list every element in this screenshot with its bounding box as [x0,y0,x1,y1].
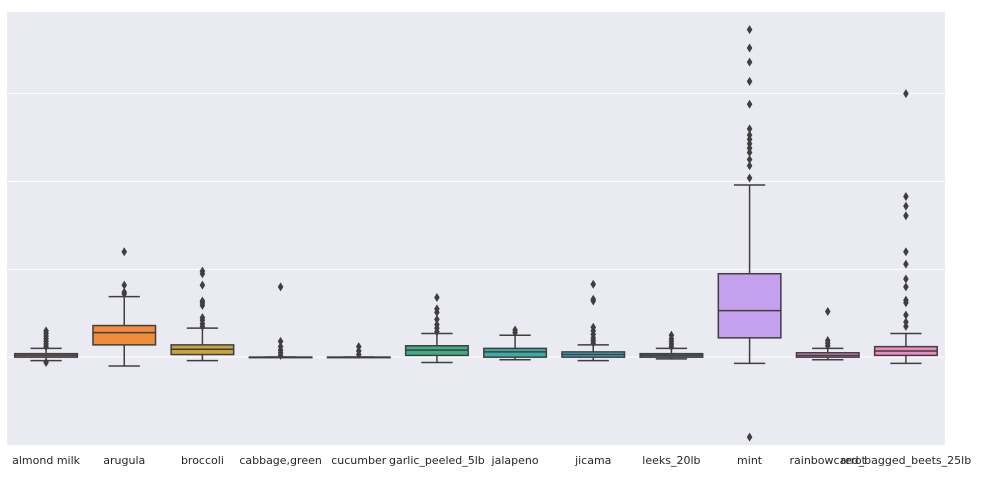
outlier-point [746,43,753,53]
outlier-point [903,247,909,257]
outlier-point [121,280,128,290]
x-tick-labels: almond milk arugula broccoli cabbage,green c… [12,454,971,467]
box-arugula [92,247,157,367]
x-tick-label: jicama [574,454,611,467]
outlier-point [746,76,753,86]
outlier-point [903,310,909,320]
outlier-point [199,280,206,290]
box-cucumber [326,342,391,360]
outlier-point [434,320,440,330]
x-tick-label: cucumber [331,454,387,467]
gridlines [7,93,945,358]
box-broccoli [170,266,235,362]
x-tick-label: cabbage,green [239,454,322,467]
outlier-point [121,247,128,257]
outlier-point [199,296,206,306]
outlier-point [434,292,440,302]
outlier-point [199,266,206,276]
outlier-point [903,89,909,99]
x-tick-label: leeks_20lb [642,454,700,467]
x-tick-label: rainbowcarrot [790,454,867,467]
box-garlic-peeled-5lb [404,292,469,364]
outlier-point [746,155,753,165]
box-cabbage-green [248,282,313,360]
outlier-point [824,335,831,345]
outlier-point [121,287,128,297]
outlier-point [903,295,909,305]
outlier-point [746,161,753,171]
x-tick-label: almond milk [12,454,81,467]
outlier-point [903,282,909,292]
x-tick-label: arugula [103,454,145,467]
outlier-point [746,25,753,35]
outlier-point [903,211,909,221]
outlier-point [199,313,206,323]
x-tick-label: mint [737,454,763,467]
outlier-point [746,173,753,183]
outlier-point [746,124,753,134]
outlier-point [903,201,909,211]
plot-area [7,12,945,445]
outlier-point [277,342,284,352]
x-tick-label: broccoli [181,454,224,467]
box-series [14,25,938,442]
outlier-point [903,317,909,327]
outlier-point [746,130,753,140]
x-tick-label: red_bagged_beets_25lb [841,454,972,467]
outlier-point [824,306,831,316]
outlier-point [277,336,284,346]
outlier-point [277,282,284,292]
outlier-point [903,191,909,201]
box-rainbowcarrot [795,306,860,361]
box-iqr [717,272,782,339]
outlier-point [903,274,909,284]
outlier-point [355,342,362,352]
outlier-point [903,259,909,269]
outlier-point [590,322,597,332]
outlier-point [590,294,597,304]
outlier-point [512,325,518,335]
outlier-point [746,57,753,67]
box-iqr [483,347,548,358]
box-jicama [561,279,626,362]
outlier-point [434,304,440,314]
outlier-point [590,279,597,289]
x-tick-label: garlic_peeled_5lb [389,454,485,467]
box-jalapeno [483,325,548,361]
box-iqr [92,324,157,346]
outlier-point [43,326,49,336]
box-red-bagged-beets-25lb [873,89,938,365]
outlier-point [668,330,675,340]
box-leeks-20lb [639,330,704,360]
outlier-point [746,432,753,442]
outlier-point [434,314,440,324]
outlier-point [43,357,49,367]
box-mint [717,25,782,442]
x-tick-label: jalapeno [491,454,539,467]
box-almond-milk [14,326,79,367]
outlier-point [746,99,753,109]
